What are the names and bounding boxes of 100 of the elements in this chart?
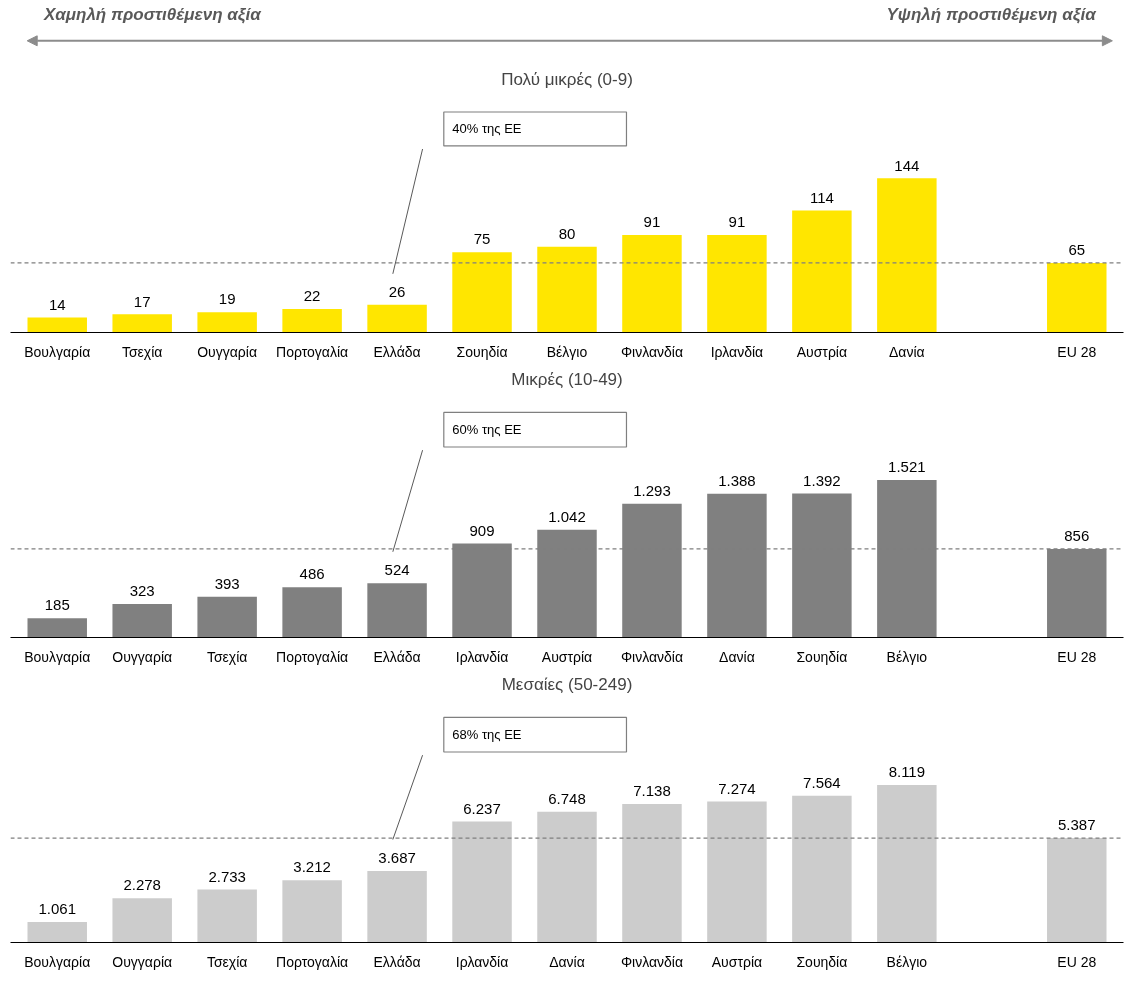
x-tick-label: Φινλανδία xyxy=(620,953,684,970)
bar xyxy=(367,871,427,943)
x-tick-label: Βουλγαρία xyxy=(24,648,91,665)
bar xyxy=(197,596,257,638)
data-label: 185 xyxy=(44,596,70,614)
x-tick-label: Πορτογαλία xyxy=(276,953,349,970)
data-label: 75 xyxy=(473,230,491,248)
x-tick-label: Ιρλανδία xyxy=(455,648,509,665)
x-tick-label: Τσεχία xyxy=(121,343,163,360)
bar xyxy=(367,583,427,638)
data-label: 2.278 xyxy=(123,876,161,894)
data-label: 1.061 xyxy=(38,900,77,918)
chart-title: Πολύ μικρές (0-9) xyxy=(501,69,633,89)
x-tick-label: Σουηδία xyxy=(456,343,508,360)
x-tick-label: Ουγγαρία xyxy=(112,648,173,665)
data-label: 91 xyxy=(728,213,746,231)
data-label: 91 xyxy=(643,213,661,231)
x-tick-label: Ιρλανδία xyxy=(455,953,509,970)
x-tick-label: Ιρλανδία xyxy=(710,343,764,360)
text: 40% της ΕΕ xyxy=(452,121,522,137)
data-label: 6.237 xyxy=(463,799,501,817)
data-label: 3.212 xyxy=(293,858,331,876)
bar xyxy=(27,618,87,638)
data-label: 6.748 xyxy=(548,789,586,807)
x-tick-label: Δανία xyxy=(719,648,755,665)
x-tick-label: Ελλάδα xyxy=(373,648,421,665)
bar xyxy=(282,308,342,333)
data-label: 7.564 xyxy=(803,773,841,791)
x-tick-label: Φινλανδία xyxy=(620,648,684,665)
bar xyxy=(27,921,87,943)
data-label: 65 xyxy=(1068,241,1086,259)
x-tick-label: Σουηδία xyxy=(796,953,848,970)
chart-title: Μεσαίες (50-249) xyxy=(501,674,633,694)
bar xyxy=(622,235,682,333)
chart-title: Μικρές (10-49) xyxy=(511,369,623,389)
text: 60% της ΕΕ xyxy=(452,422,522,438)
data-label: 1.392 xyxy=(803,471,841,489)
x-tick-label: Ελλάδα xyxy=(373,953,421,970)
bar xyxy=(112,898,172,943)
data-label: 2.733 xyxy=(208,867,246,885)
x-tick-label: Φινλανδία xyxy=(620,343,684,360)
bar xyxy=(197,889,257,943)
bar xyxy=(877,178,937,333)
bar xyxy=(707,801,767,943)
x-tick-label: Τσεχία xyxy=(206,953,248,970)
x-tick-label: Ουγγαρία xyxy=(197,343,258,360)
data-label: 19 xyxy=(218,290,236,308)
data-label: 114 xyxy=(809,188,834,206)
x-tick-label: Ελλάδα xyxy=(373,343,421,360)
x-tick-label: Πορτογαλία xyxy=(276,343,349,360)
x-tick-label: Τσεχία xyxy=(206,648,248,665)
bar xyxy=(792,210,852,333)
bar xyxy=(27,317,87,333)
data-label: 8.119 xyxy=(888,763,926,781)
bar xyxy=(792,795,852,943)
data-label: 1.042 xyxy=(548,507,586,525)
data-label: 856 xyxy=(1064,527,1090,545)
bar xyxy=(537,246,597,333)
bar xyxy=(537,811,597,943)
text: Υψηλή προστιθέμενη αξία xyxy=(886,5,1098,25)
x-tick-label: Αυστρία xyxy=(541,648,593,665)
data-label: 393 xyxy=(214,574,240,592)
x-tick-label: Δανία xyxy=(549,953,585,970)
data-label: 524 xyxy=(384,561,410,579)
data-label: 7.274 xyxy=(718,779,756,797)
data-label: 909 xyxy=(469,521,495,539)
bar xyxy=(1047,262,1107,333)
text: 68% της ΕΕ xyxy=(452,727,522,743)
bar xyxy=(622,804,682,943)
data-label: 3.687 xyxy=(378,849,416,867)
data-label: 1.388 xyxy=(718,471,756,489)
data-label: 486 xyxy=(299,565,325,583)
bar xyxy=(112,604,172,638)
x-tick-label: EU 28 xyxy=(1057,648,1097,665)
x-tick-label: Σουηδία xyxy=(796,648,848,665)
bar xyxy=(282,880,342,943)
x-tick-label: EU 28 xyxy=(1057,343,1097,360)
x-tick-label: Πορτογαλία xyxy=(276,648,349,665)
data-label: 14 xyxy=(48,295,66,313)
x-tick-label: Δανία xyxy=(889,343,925,360)
data-label: 5.387 xyxy=(1058,816,1096,834)
x-tick-label: EU 28 xyxy=(1057,953,1097,970)
data-label: 80 xyxy=(558,225,576,243)
x-tick-label: Βέλγιο xyxy=(886,648,928,665)
x-tick-label: Αυστρία xyxy=(711,953,763,970)
x-tick-label: Βέλγιο xyxy=(886,953,928,970)
data-label: 1.521 xyxy=(888,458,926,476)
bar xyxy=(452,252,512,333)
x-tick-label: Ουγγαρία xyxy=(112,953,173,970)
bar xyxy=(112,314,172,333)
data-label: 17 xyxy=(133,292,151,310)
bar xyxy=(1047,838,1107,943)
data-label: 22 xyxy=(303,287,321,305)
bar xyxy=(367,304,427,333)
data-label: 7.138 xyxy=(633,782,671,800)
data-label: 1.293 xyxy=(633,481,671,499)
bar xyxy=(707,235,767,333)
x-tick-label: Βουλγαρία xyxy=(24,953,91,970)
bar xyxy=(282,587,342,638)
x-tick-label: Αυστρία xyxy=(796,343,848,360)
